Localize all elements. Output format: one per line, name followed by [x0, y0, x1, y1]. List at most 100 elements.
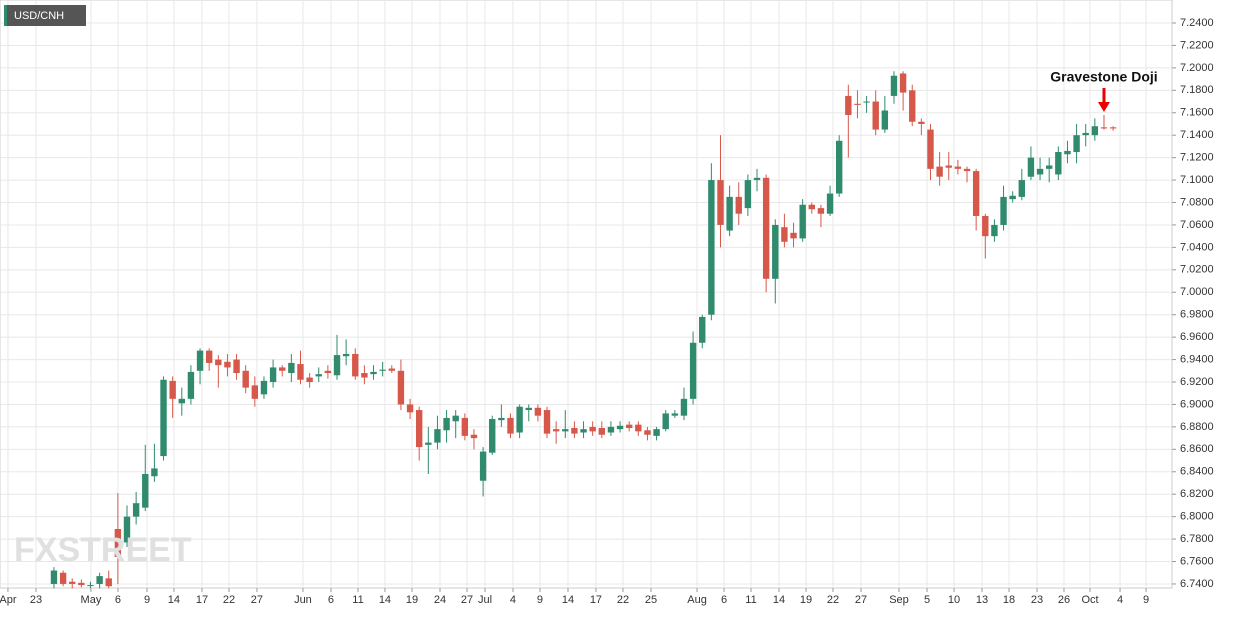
- x-tick-label: 6: [115, 594, 121, 606]
- candle-body: [653, 429, 660, 436]
- candle-body: [909, 90, 916, 122]
- candle-body: [772, 224, 779, 279]
- candle-body: [1000, 196, 1007, 225]
- x-tick-label: 13: [976, 594, 988, 606]
- plot-area: [0, 0, 1173, 589]
- candle-body: [534, 407, 542, 416]
- x-tick-label: 24: [434, 594, 446, 606]
- x-tick-label: Jun: [294, 594, 312, 606]
- y-tick-label: 7.0400: [1180, 241, 1214, 253]
- x-tick-label: Sep: [889, 594, 909, 606]
- x-tick-label: 27: [461, 594, 473, 606]
- candle-body: [489, 419, 496, 453]
- candle-body: [945, 165, 952, 168]
- candle-body: [160, 379, 167, 457]
- candle-body: [507, 417, 514, 434]
- x-tick-label: Apr: [0, 594, 17, 606]
- candle-body: [872, 101, 879, 130]
- candle-body: [982, 215, 989, 237]
- candle-body: [671, 413, 679, 416]
- candle-body: [845, 95, 852, 115]
- candle-body: [224, 361, 231, 368]
- y-tick-label: 7.1800: [1180, 84, 1214, 96]
- y-tick-label: 6.7600: [1180, 555, 1214, 567]
- candle-body: [342, 353, 350, 357]
- watermark: FXSTREET: [14, 531, 192, 569]
- y-tick-label: 7.2200: [1180, 39, 1214, 51]
- x-tick-label: 23: [1031, 594, 1043, 606]
- candle-body: [589, 426, 596, 432]
- candle-body: [881, 110, 889, 130]
- x-tick-label: 14: [562, 594, 574, 606]
- candle-body: [370, 371, 377, 375]
- candle-body: [918, 121, 925, 124]
- x-tick-label: May: [81, 594, 102, 606]
- y-tick-label: 6.9000: [1180, 398, 1214, 410]
- candle-body: [552, 429, 560, 432]
- y-tick-label: 6.9600: [1180, 331, 1214, 343]
- candle-body: [516, 406, 523, 433]
- y-tick-label: 6.7400: [1180, 578, 1214, 590]
- candle-body: [854, 103, 861, 105]
- y-tick-label: 7.0800: [1180, 196, 1214, 208]
- candle-body: [1055, 152, 1062, 175]
- y-tick-label: 6.8400: [1180, 466, 1214, 478]
- y-tick-label: 7.1400: [1180, 129, 1214, 141]
- x-tick-label: 11: [352, 594, 363, 606]
- x-tick-label: 6: [721, 594, 727, 606]
- candle-body: [498, 417, 505, 421]
- candle-body: [1109, 127, 1117, 129]
- x-tick-label: 17: [196, 594, 208, 606]
- candle-body: [379, 369, 386, 371]
- candle-body: [799, 204, 806, 239]
- candle-body: [817, 208, 825, 214]
- candle-body: [826, 193, 834, 214]
- x-tick-label: 4: [510, 594, 516, 606]
- candle-body: [744, 180, 752, 209]
- candle-body: [123, 516, 131, 543]
- candle-body: [132, 503, 140, 517]
- candle-body: [269, 367, 277, 383]
- candle-body: [205, 350, 213, 363]
- candle-body: [689, 342, 697, 399]
- candle-body: [625, 424, 633, 429]
- candle-body: [708, 180, 715, 315]
- candle-body: [616, 425, 624, 430]
- annotation: Gravestone Doji: [1050, 69, 1157, 85]
- candle-body: [288, 362, 295, 374]
- y-tick-label: 7.1200: [1180, 152, 1214, 164]
- candle-body: [954, 166, 962, 169]
- candle-body: [233, 359, 240, 374]
- candle-body: [1027, 157, 1035, 177]
- candle-body: [1082, 132, 1089, 136]
- x-tick-label: Jul: [478, 594, 492, 606]
- candle-body: [114, 528, 122, 558]
- candle-body: [105, 578, 112, 587]
- candle-body: [415, 410, 423, 448]
- x-tick-label: 22: [617, 594, 629, 606]
- candle-body: [479, 451, 487, 481]
- x-tick-label: Oct: [1081, 594, 1098, 606]
- candle-body: [991, 224, 998, 237]
- candle-body: [762, 177, 770, 279]
- candle-body: [196, 350, 204, 371]
- y-tick-label: 7.2000: [1180, 62, 1214, 74]
- candle-body: [781, 227, 788, 242]
- x-tick-label: 9: [144, 594, 150, 606]
- candle-body: [361, 373, 368, 378]
- arrow-head: [1097, 101, 1110, 112]
- candle-body: [726, 196, 733, 231]
- x-tick-label: 23: [30, 594, 42, 606]
- candle-body: [717, 180, 724, 225]
- candle-body: [1036, 168, 1044, 175]
- candle-body: [279, 367, 286, 371]
- x-tick-label: 10: [948, 594, 960, 606]
- candle-body: [452, 415, 459, 422]
- x-tick-label: 19: [800, 594, 812, 606]
- candle-body: [434, 429, 441, 443]
- x-tick-label: Aug: [687, 594, 707, 606]
- x-tick-label: 27: [251, 594, 263, 606]
- candle-body: [644, 430, 651, 435]
- x-tick-label: 25: [645, 594, 657, 606]
